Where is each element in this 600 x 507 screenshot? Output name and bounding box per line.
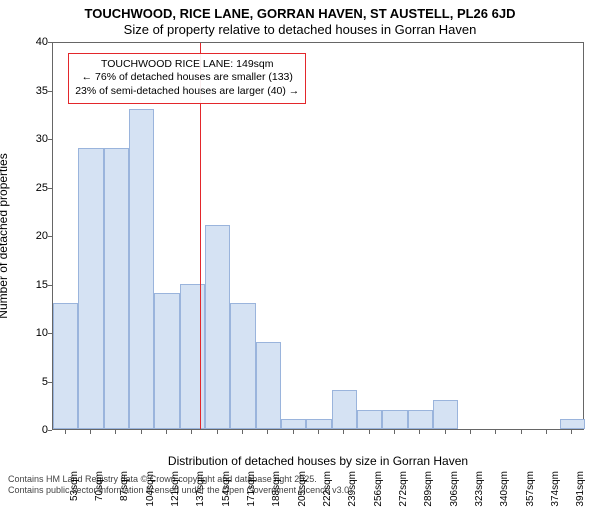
y-tick-label: 25 [22, 182, 48, 194]
histogram-bar [332, 390, 357, 429]
y-tick-label: 5 [22, 376, 48, 388]
x-tick-mark [571, 430, 572, 434]
x-tick-label: 137sqm [195, 471, 206, 507]
x-axis-label: Distribution of detached houses by size … [52, 454, 584, 468]
chart-title-line1: TOUCHWOOD, RICE LANE, GORRAN HAVEN, ST A… [0, 6, 600, 21]
x-tick-label: 306sqm [449, 471, 460, 507]
histogram-bar [281, 419, 306, 429]
y-tick-label: 0 [22, 424, 48, 436]
x-tick-mark [495, 430, 496, 434]
histogram-bar [357, 410, 382, 429]
histogram-bar [433, 400, 458, 429]
y-tick-label: 40 [22, 36, 48, 48]
y-tick-mark [48, 382, 52, 383]
x-tick-mark [445, 430, 446, 434]
x-tick-label: 121sqm [170, 471, 181, 507]
x-tick-mark [115, 430, 116, 434]
x-tick-label: 188sqm [271, 471, 282, 507]
y-tick-mark [48, 188, 52, 189]
histogram-bar [408, 410, 433, 429]
histogram-bar [104, 148, 129, 429]
x-tick-mark [65, 430, 66, 434]
histogram-bar [256, 342, 281, 429]
y-tick-mark [48, 139, 52, 140]
y-tick-label: 15 [22, 279, 48, 291]
histogram-bar [230, 303, 255, 429]
x-tick-label: 222sqm [322, 471, 333, 507]
y-tick-label: 35 [22, 85, 48, 97]
histogram-bar [78, 148, 103, 429]
x-tick-mark [318, 430, 319, 434]
x-tick-label: 70sqm [94, 471, 105, 501]
y-tick-mark [48, 430, 52, 431]
y-tick-mark [48, 333, 52, 334]
y-tick-mark [48, 236, 52, 237]
x-tick-label: 374sqm [550, 471, 561, 507]
histogram-bar [154, 293, 179, 429]
x-tick-label: 154sqm [221, 471, 232, 507]
plot-area: TOUCHWOOD RICE LANE: 149sqm ← 76% of det… [52, 42, 584, 430]
x-tick-mark [394, 430, 395, 434]
histogram-bar [560, 419, 585, 429]
x-tick-mark [521, 430, 522, 434]
annotation-line1: TOUCHWOOD RICE LANE: 149sqm [75, 58, 299, 72]
x-tick-label: 239sqm [347, 471, 358, 507]
x-tick-label: 340sqm [499, 471, 510, 507]
histogram-bar [53, 303, 78, 429]
y-tick-label: 20 [22, 230, 48, 242]
x-tick-mark [217, 430, 218, 434]
x-tick-mark [293, 430, 294, 434]
x-tick-mark [470, 430, 471, 434]
y-axis-label: Number of detached properties [0, 42, 12, 430]
annotation-line3: 23% of semi-detached houses are larger (… [75, 85, 299, 99]
x-tick-label: 171sqm [246, 471, 257, 507]
x-tick-mark [242, 430, 243, 434]
x-tick-label: 87sqm [119, 471, 130, 501]
x-tick-label: 272sqm [398, 471, 409, 507]
histogram-bar [382, 410, 407, 429]
chart-container: TOUCHWOOD, RICE LANE, GORRAN HAVEN, ST A… [0, 0, 600, 500]
x-tick-label: 256sqm [373, 471, 384, 507]
annotation-box: TOUCHWOOD RICE LANE: 149sqm ← 76% of det… [68, 53, 306, 104]
x-tick-mark [267, 430, 268, 434]
x-tick-mark [141, 430, 142, 434]
x-tick-mark [191, 430, 192, 434]
x-tick-label: 323sqm [474, 471, 485, 507]
x-tick-mark [166, 430, 167, 434]
x-tick-label: 289sqm [423, 471, 434, 507]
x-tick-mark [369, 430, 370, 434]
x-tick-label: 205sqm [297, 471, 308, 507]
y-tick-label: 30 [22, 133, 48, 145]
x-tick-label: 104sqm [145, 471, 156, 507]
x-tick-mark [90, 430, 91, 434]
x-tick-label: 391sqm [575, 471, 586, 507]
x-tick-mark [419, 430, 420, 434]
annotation-line2: ← 76% of detached houses are smaller (13… [75, 71, 299, 85]
histogram-bar [306, 419, 331, 429]
y-tick-mark [48, 91, 52, 92]
x-tick-mark [343, 430, 344, 434]
histogram-bar [205, 225, 230, 429]
chart-title-line2: Size of property relative to detached ho… [0, 22, 600, 37]
x-tick-mark [546, 430, 547, 434]
x-tick-label: 357sqm [525, 471, 536, 507]
x-tick-label: 53sqm [69, 471, 80, 501]
histogram-bar [129, 109, 154, 429]
y-tick-mark [48, 42, 52, 43]
y-tick-mark [48, 285, 52, 286]
y-tick-label: 10 [22, 327, 48, 339]
